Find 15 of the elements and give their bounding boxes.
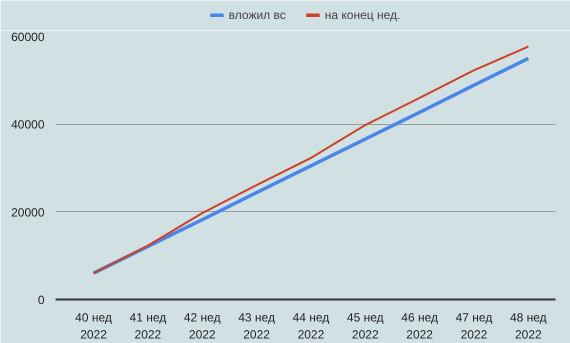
- y-tick-label: 40000: [11, 118, 45, 132]
- legend-label: вложил вс: [228, 8, 286, 22]
- x-tick-label: 40 нед 2022: [75, 310, 112, 342]
- y-tick-label: 0: [38, 293, 45, 307]
- x-tick-label: 46 нед 2022: [401, 310, 438, 342]
- legend-label: на конец нед.: [324, 8, 400, 22]
- y-tick-label: 20000: [11, 205, 45, 220]
- x-tick-label: 41 нед 2022: [130, 310, 166, 342]
- y-tick-label: 60000: [11, 30, 45, 44]
- x-tick-label: 43 нед 2022: [238, 310, 275, 342]
- x-tick-label: 45 нед 2022: [346, 310, 384, 342]
- x-tick-label: 44 нед 2022: [292, 310, 330, 342]
- x-tick-label: 48 нед 2022: [510, 310, 547, 342]
- x-tick-label: 47 нед 2022: [456, 310, 492, 342]
- x-tick-label: 42 нед 2022: [184, 310, 221, 342]
